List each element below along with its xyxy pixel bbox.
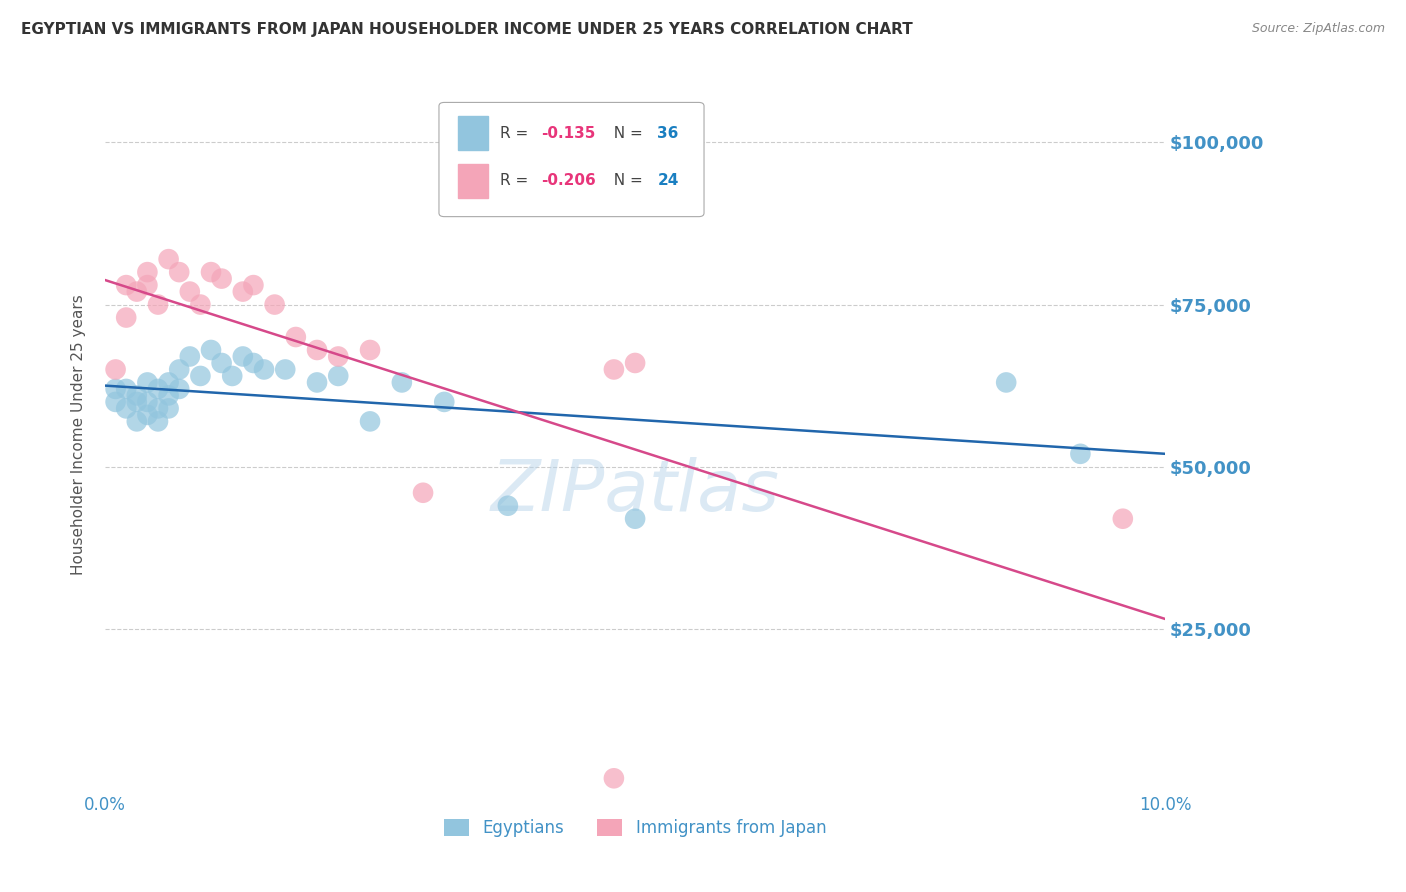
Point bbox=[125, 388, 148, 402]
Point bbox=[391, 376, 413, 390]
Point bbox=[104, 395, 127, 409]
Point bbox=[125, 285, 148, 299]
Point bbox=[211, 356, 233, 370]
Point bbox=[167, 362, 190, 376]
Point bbox=[603, 362, 626, 376]
Point bbox=[136, 408, 159, 422]
Point bbox=[157, 401, 180, 416]
Point bbox=[115, 382, 138, 396]
Point bbox=[157, 388, 180, 402]
Text: EGYPTIAN VS IMMIGRANTS FROM JAPAN HOUSEHOLDER INCOME UNDER 25 YEARS CORRELATION : EGYPTIAN VS IMMIGRANTS FROM JAPAN HOUSEH… bbox=[21, 22, 912, 37]
Point bbox=[167, 265, 190, 279]
Point bbox=[190, 368, 212, 383]
Point bbox=[200, 343, 222, 357]
FancyBboxPatch shape bbox=[439, 103, 704, 217]
Point bbox=[242, 278, 264, 293]
Point bbox=[328, 368, 350, 383]
Point bbox=[146, 414, 169, 428]
Point bbox=[146, 401, 169, 416]
Point bbox=[115, 310, 138, 325]
Legend: Egyptians, Immigrants from Japan: Egyptians, Immigrants from Japan bbox=[437, 812, 832, 844]
Point bbox=[146, 382, 169, 396]
Point bbox=[157, 376, 180, 390]
Bar bbox=[458, 164, 488, 198]
Point bbox=[253, 362, 276, 376]
Point bbox=[359, 414, 381, 428]
Point bbox=[136, 265, 159, 279]
Point bbox=[1112, 512, 1135, 526]
Text: 36: 36 bbox=[658, 126, 679, 141]
Point bbox=[125, 414, 148, 428]
Point bbox=[496, 499, 519, 513]
Point bbox=[263, 297, 285, 311]
Point bbox=[305, 343, 328, 357]
Point bbox=[412, 485, 434, 500]
Point bbox=[157, 252, 180, 267]
Point bbox=[221, 368, 243, 383]
Point bbox=[995, 376, 1018, 390]
Point bbox=[200, 265, 222, 279]
Point bbox=[274, 362, 297, 376]
Point bbox=[115, 278, 138, 293]
Point bbox=[1069, 447, 1091, 461]
Text: R =: R = bbox=[501, 173, 534, 188]
Point bbox=[136, 278, 159, 293]
Text: N =: N = bbox=[605, 173, 648, 188]
Point bbox=[624, 356, 647, 370]
Point bbox=[359, 343, 381, 357]
Point bbox=[211, 271, 233, 285]
Point bbox=[125, 395, 148, 409]
Point bbox=[328, 350, 350, 364]
Text: Source: ZipAtlas.com: Source: ZipAtlas.com bbox=[1251, 22, 1385, 36]
Point bbox=[115, 401, 138, 416]
Text: 24: 24 bbox=[658, 173, 679, 188]
Point bbox=[232, 285, 254, 299]
Point bbox=[624, 512, 647, 526]
Text: ZIPatlas: ZIPatlas bbox=[491, 457, 779, 526]
Point bbox=[136, 376, 159, 390]
Point bbox=[104, 382, 127, 396]
Point bbox=[284, 330, 307, 344]
Bar bbox=[458, 116, 488, 150]
Point bbox=[179, 285, 201, 299]
Text: N =: N = bbox=[605, 126, 648, 141]
Point bbox=[167, 382, 190, 396]
Y-axis label: Householder Income Under 25 years: Householder Income Under 25 years bbox=[72, 294, 86, 574]
Text: R =: R = bbox=[501, 126, 534, 141]
Point bbox=[136, 395, 159, 409]
Point bbox=[104, 362, 127, 376]
Point bbox=[242, 356, 264, 370]
Point bbox=[305, 376, 328, 390]
Point bbox=[190, 297, 212, 311]
Text: -0.206: -0.206 bbox=[541, 173, 596, 188]
Text: -0.135: -0.135 bbox=[541, 126, 595, 141]
Point bbox=[146, 297, 169, 311]
Point bbox=[232, 350, 254, 364]
Point bbox=[433, 395, 456, 409]
Point bbox=[179, 350, 201, 364]
Point bbox=[603, 772, 626, 786]
